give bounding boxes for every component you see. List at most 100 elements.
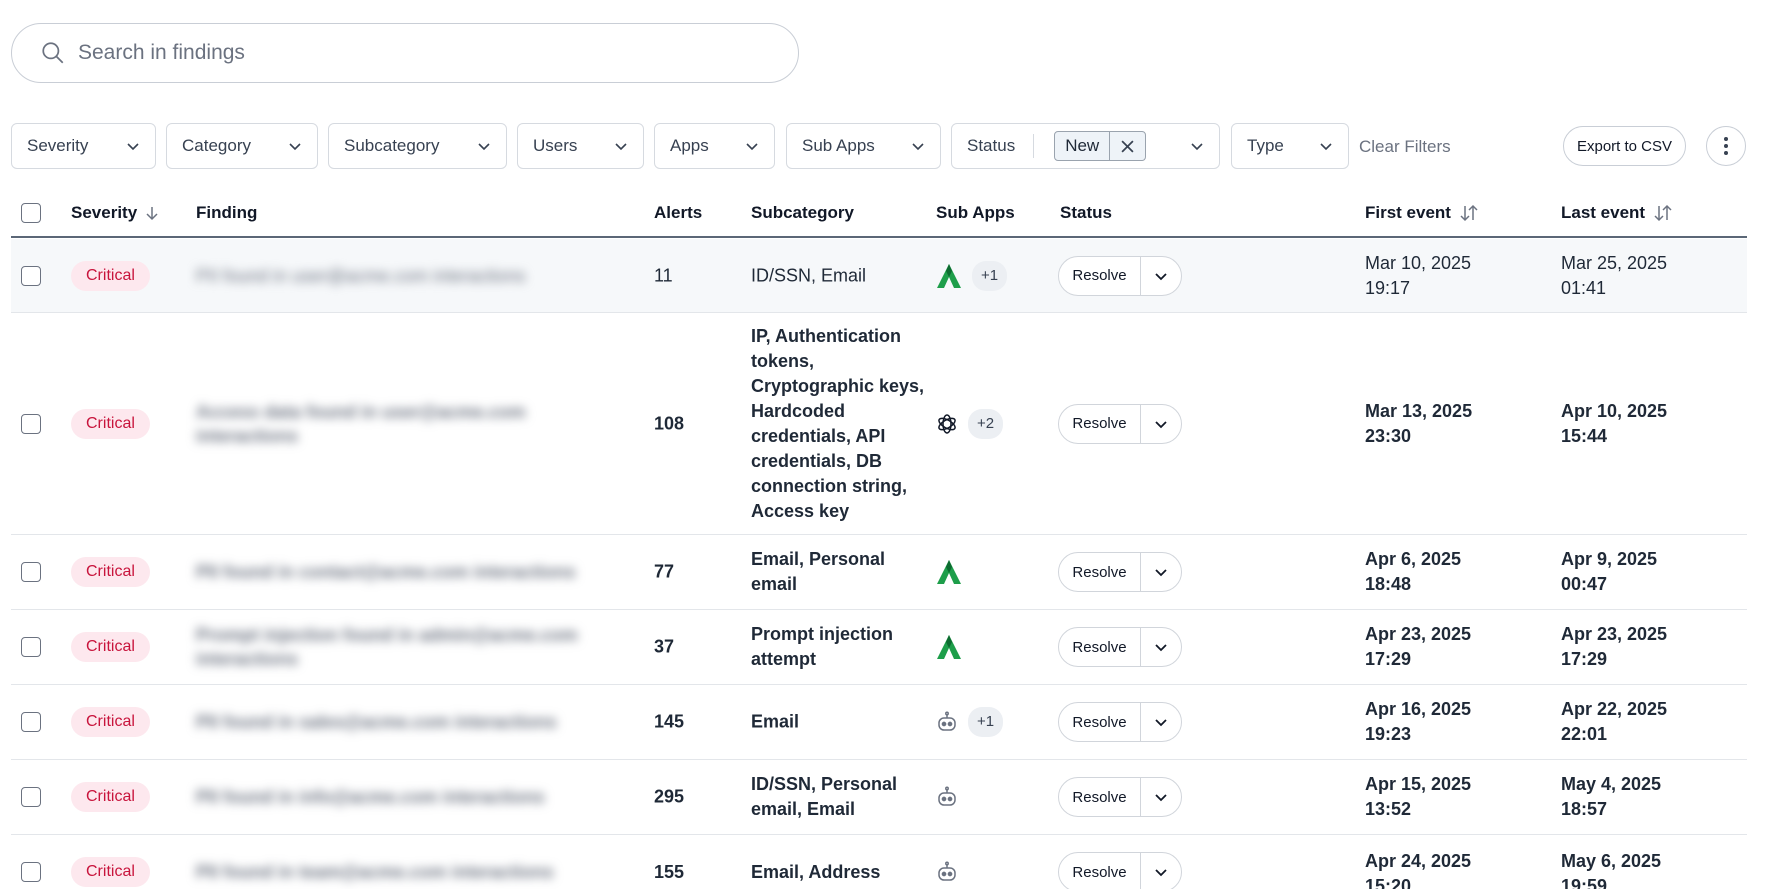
column-last-event[interactable]: Last event bbox=[1561, 203, 1673, 223]
row-checkbox[interactable] bbox=[21, 862, 41, 882]
sub-apps-filter[interactable]: Sub Apps bbox=[786, 123, 941, 169]
chevron-down-icon bbox=[478, 143, 490, 151]
table-row[interactable]: Critical PII found in team@acme.com inte… bbox=[11, 835, 1747, 889]
last-event-date: Apr 10, 2025 15:44 bbox=[1561, 399, 1667, 449]
resolve-dropdown-button[interactable] bbox=[1141, 703, 1181, 741]
select-all-checkbox[interactable] bbox=[21, 203, 41, 223]
export-csv-button[interactable]: Export to CSV bbox=[1563, 126, 1686, 166]
resolve-split-button: Resolve bbox=[1058, 552, 1182, 592]
more-apps-badge[interactable]: +1 bbox=[968, 707, 1004, 737]
chevron-down-icon bbox=[289, 143, 301, 151]
column-finding[interactable]: Finding bbox=[196, 203, 257, 223]
first-event-time: 23:30 bbox=[1365, 425, 1412, 446]
last-event-day: Apr 9, 2025 bbox=[1561, 549, 1658, 569]
finding-text[interactable]: Prompt injection found in admin@acme.com… bbox=[196, 625, 578, 669]
table-row[interactable]: Critical PII found in sales@acme.com int… bbox=[11, 685, 1747, 760]
chevron-down-icon bbox=[1191, 143, 1203, 151]
clear-filters-link[interactable]: Clear Filters bbox=[1359, 137, 1451, 156]
table-row[interactable]: Critical PII found in info@acme.com inte… bbox=[11, 760, 1747, 835]
column-alerts[interactable]: Alerts bbox=[654, 203, 702, 223]
first-event-time: 19:23 bbox=[1365, 724, 1412, 744]
row-checkbox[interactable] bbox=[21, 637, 41, 657]
table-row[interactable]: Critical PII found in contact@acme.com i… bbox=[11, 535, 1747, 610]
column-alerts-label: Alerts bbox=[654, 203, 703, 222]
severity-filter[interactable]: Severity bbox=[11, 123, 156, 169]
type-filter[interactable]: Type bbox=[1231, 123, 1349, 169]
status-chip-new: New bbox=[1054, 131, 1147, 161]
first-event-day: Apr 16, 2025 bbox=[1365, 699, 1472, 719]
category-filter[interactable]: Category bbox=[166, 123, 318, 169]
resolve-button[interactable]: Resolve bbox=[1059, 853, 1141, 889]
chevron-down-icon bbox=[1155, 719, 1167, 727]
chevron-down-icon bbox=[1155, 869, 1167, 877]
sub-apps: +1 bbox=[936, 707, 1004, 737]
resolve-dropdown-button[interactable] bbox=[1141, 405, 1181, 443]
users-filter[interactable]: Users bbox=[517, 123, 644, 169]
sort-icon bbox=[1460, 204, 1478, 222]
resolve-button[interactable]: Resolve bbox=[1059, 553, 1141, 591]
table-header: Severity Finding Alerts Subcategory Sub … bbox=[11, 195, 1747, 238]
chevron-down-icon bbox=[615, 143, 627, 151]
last-event-time: 17:29 bbox=[1561, 649, 1608, 669]
column-subcategory[interactable]: Subcategory bbox=[751, 203, 854, 223]
row-checkbox[interactable] bbox=[21, 787, 41, 807]
last-event-time: 15:44 bbox=[1561, 425, 1608, 446]
search-bar[interactable] bbox=[11, 23, 799, 83]
more-apps-badge[interactable]: +2 bbox=[968, 408, 1004, 439]
chevron-down-icon bbox=[1155, 569, 1167, 577]
last-event-day: Apr 22, 2025 bbox=[1561, 699, 1668, 719]
column-severity[interactable]: Severity bbox=[71, 203, 159, 223]
sub-apps bbox=[936, 861, 958, 883]
severity-badge: Critical bbox=[71, 707, 150, 737]
first-event-date: Mar 10, 2025 19:17 bbox=[1365, 251, 1471, 301]
resolve-button[interactable]: Resolve bbox=[1059, 778, 1141, 816]
table-row[interactable]: Critical Prompt injection found in admin… bbox=[11, 610, 1747, 685]
green-a-icon bbox=[937, 635, 961, 659]
more-apps-badge[interactable]: +1 bbox=[972, 260, 1008, 291]
finding-text[interactable]: PII found in contact@acme.com interactio… bbox=[196, 562, 576, 582]
resolve-dropdown-button[interactable] bbox=[1141, 853, 1181, 889]
first-event-day: Mar 13, 2025 bbox=[1365, 400, 1473, 421]
finding-text[interactable]: PII found in sales@acme.com interactions bbox=[196, 712, 557, 732]
more-options-button[interactable] bbox=[1706, 126, 1746, 166]
first-event-time: 18:48 bbox=[1365, 574, 1412, 594]
status-filter[interactable]: Status New bbox=[951, 123, 1220, 169]
sub-apps: +1 bbox=[936, 260, 1008, 291]
column-sub-apps[interactable]: Sub Apps bbox=[936, 203, 1015, 223]
finding-text[interactable]: PII found in team@acme.com interactions bbox=[196, 862, 554, 882]
column-status[interactable]: Status bbox=[1060, 203, 1112, 223]
subcategory-text: ID/SSN, Personal email, Email bbox=[751, 774, 898, 819]
table-row[interactable]: Critical PII found in user@acme.com inte… bbox=[11, 239, 1747, 313]
status-filter-label: Status bbox=[967, 136, 1016, 155]
resolve-button[interactable]: Resolve bbox=[1059, 404, 1141, 443]
finding-text[interactable]: PII found in info@acme.com interactions bbox=[196, 787, 545, 807]
resolve-dropdown-button[interactable] bbox=[1141, 628, 1181, 666]
last-event-time: 18:57 bbox=[1561, 799, 1608, 819]
chevron-down-icon bbox=[1155, 272, 1167, 280]
row-checkbox[interactable] bbox=[21, 414, 41, 434]
users-filter-label: Users bbox=[533, 136, 578, 155]
row-checkbox[interactable] bbox=[21, 712, 41, 732]
resolve-dropdown-button[interactable] bbox=[1141, 778, 1181, 816]
subcategory-filter[interactable]: Subcategory bbox=[328, 123, 507, 169]
column-first-event[interactable]: First event bbox=[1365, 203, 1479, 223]
column-finding-label: Finding bbox=[196, 203, 258, 222]
row-checkbox[interactable] bbox=[21, 562, 41, 582]
robot-icon bbox=[938, 786, 956, 806]
last-event-date: May 4, 2025 18:57 bbox=[1561, 772, 1661, 822]
row-checkbox[interactable] bbox=[21, 266, 41, 286]
resolve-button[interactable]: Resolve bbox=[1059, 256, 1141, 295]
table-row[interactable]: Critical Access data found in user@acme.… bbox=[11, 313, 1747, 535]
resolve-dropdown-button[interactable] bbox=[1141, 553, 1181, 591]
apps-filter[interactable]: Apps bbox=[654, 123, 775, 169]
first-event-day: Apr 24, 2025 bbox=[1365, 851, 1472, 871]
last-event-date: Apr 22, 2025 22:01 bbox=[1561, 697, 1667, 747]
resolve-button[interactable]: Resolve bbox=[1059, 703, 1141, 741]
resolve-dropdown-button[interactable] bbox=[1141, 257, 1181, 295]
search-input[interactable] bbox=[78, 41, 778, 65]
finding-text[interactable]: Access data found in user@acme.com inter… bbox=[196, 401, 526, 446]
remove-chip-button[interactable] bbox=[1109, 132, 1145, 160]
resolve-button[interactable]: Resolve bbox=[1059, 628, 1141, 666]
first-event-time: 17:29 bbox=[1365, 649, 1412, 669]
finding-text[interactable]: PII found in user@acme.com interactions bbox=[196, 265, 526, 286]
